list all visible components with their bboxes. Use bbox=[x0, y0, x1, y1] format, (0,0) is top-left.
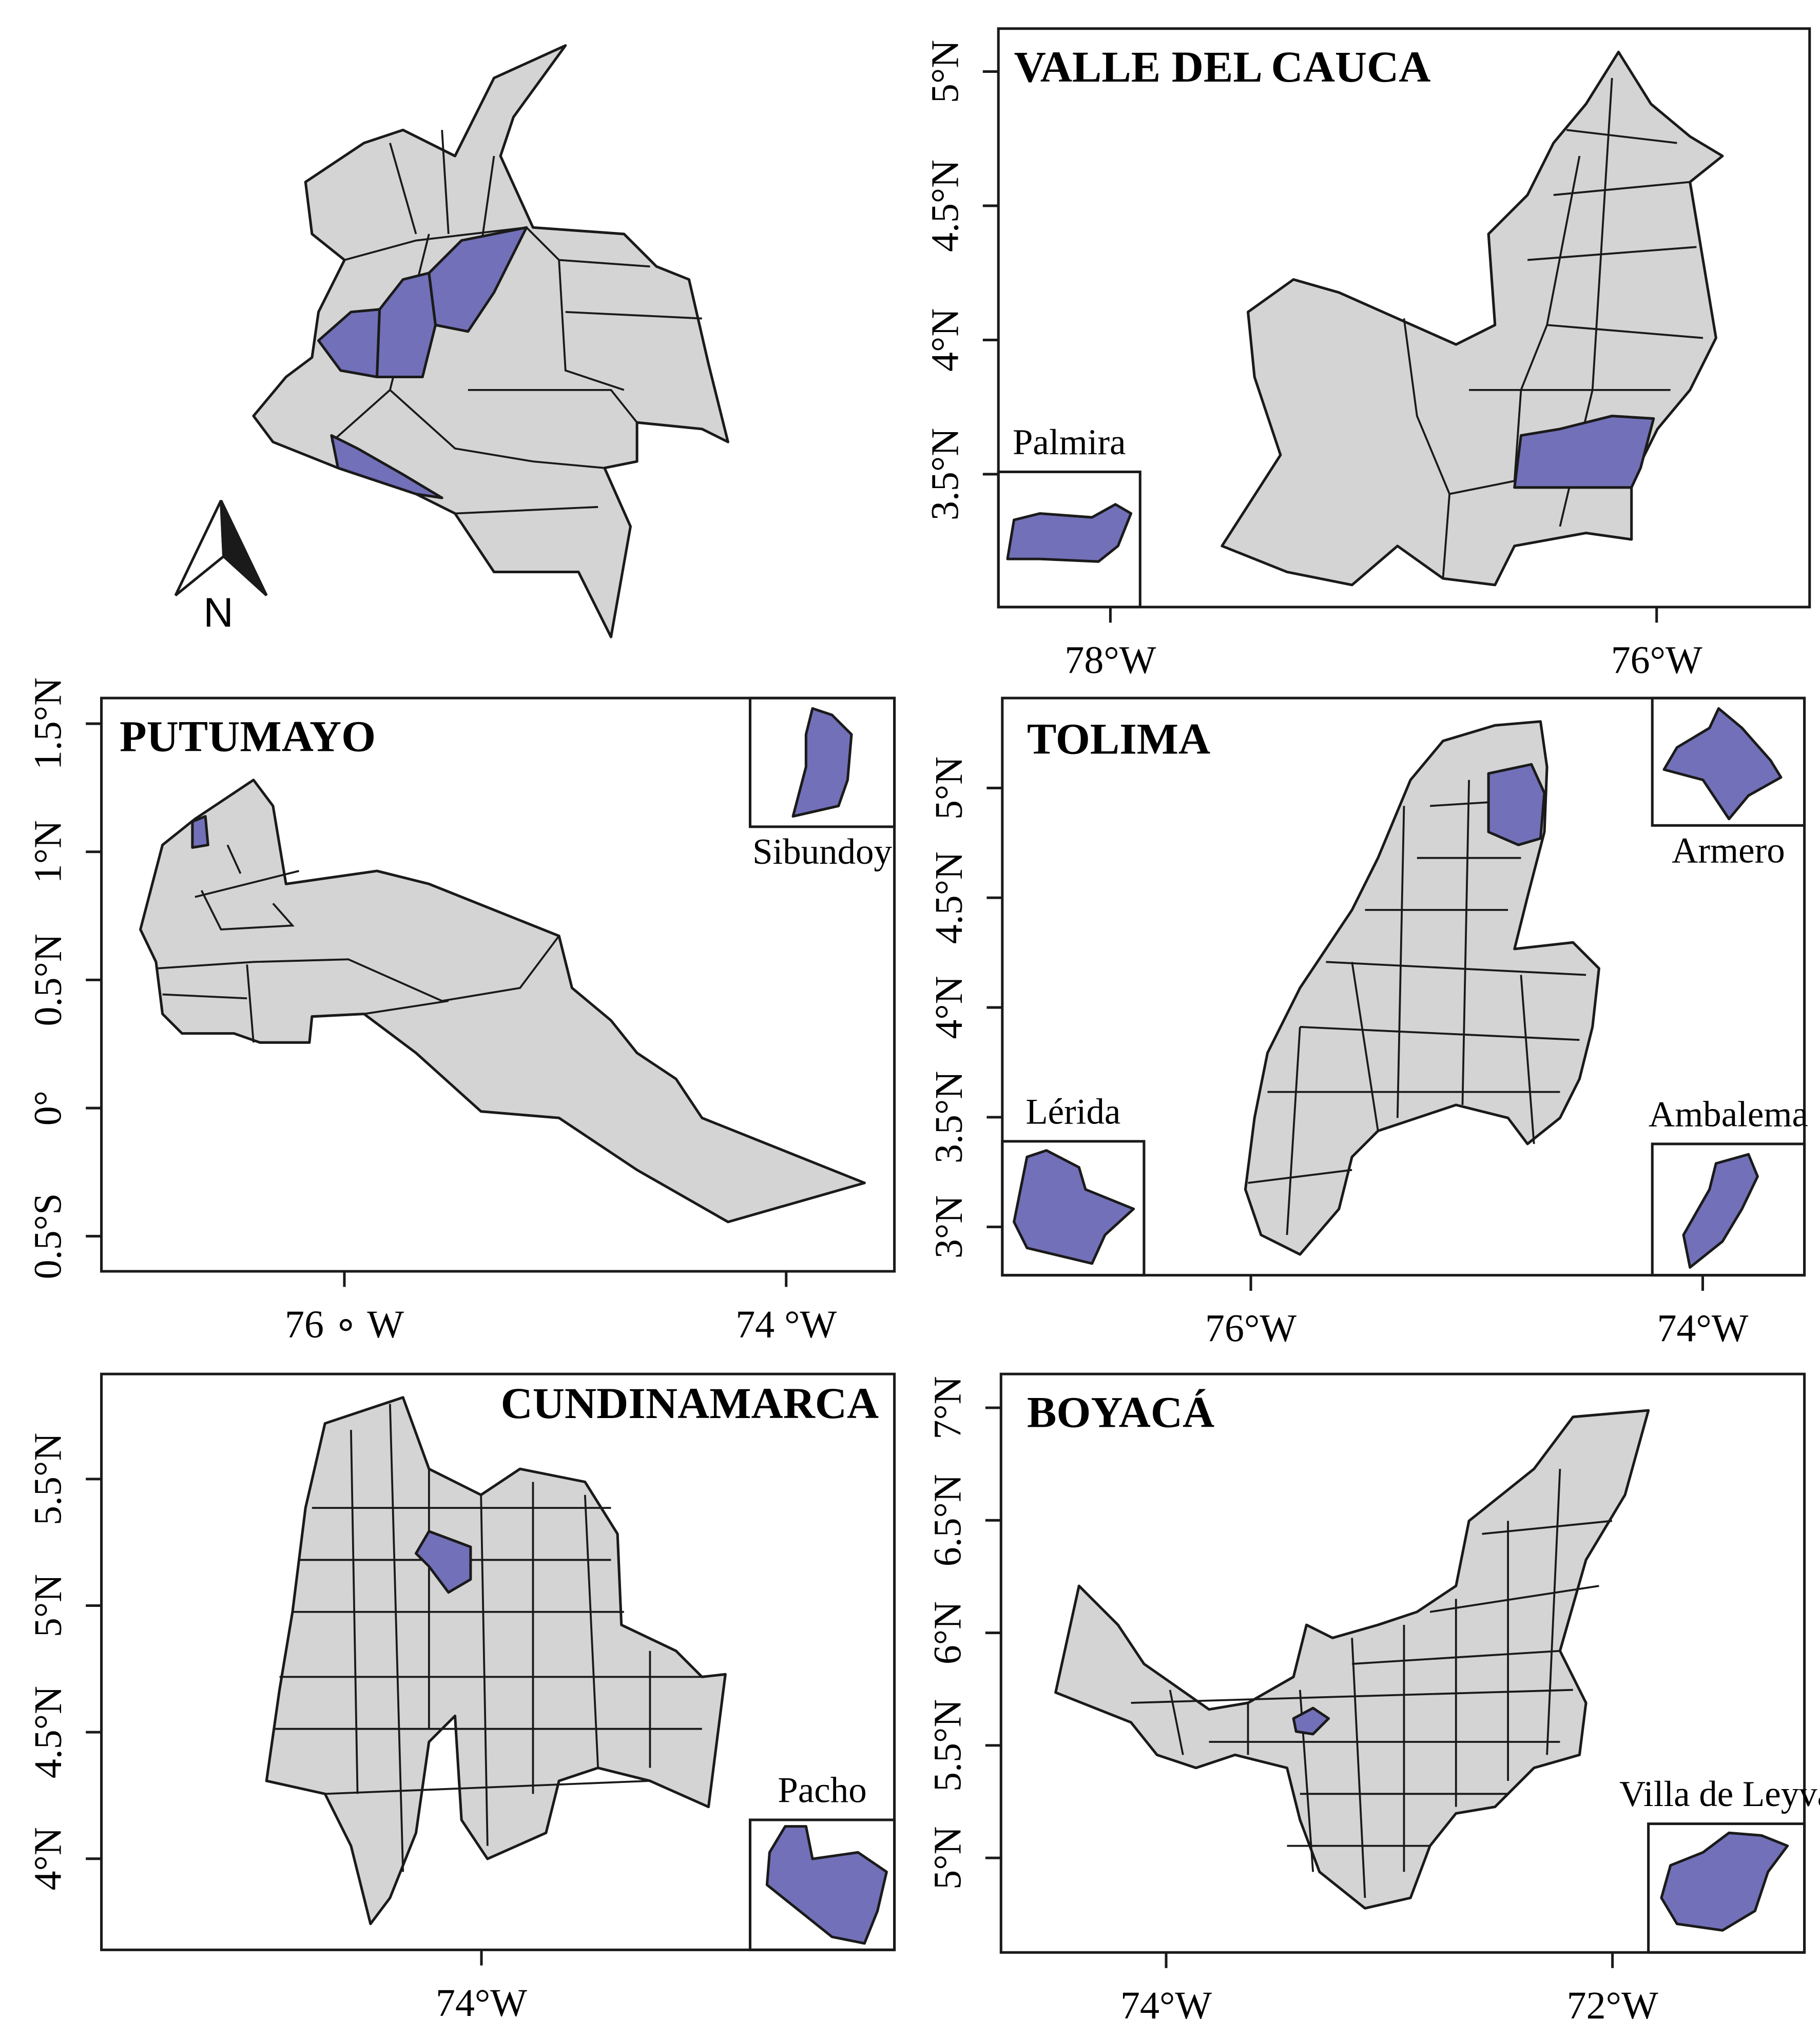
y-tick-label: 5°N bbox=[927, 756, 971, 820]
inset-frame bbox=[1651, 696, 1806, 827]
panel-frame bbox=[997, 27, 1811, 609]
inset-frame bbox=[1651, 1142, 1806, 1277]
x-tick-label: 74°W bbox=[1657, 1307, 1748, 1350]
x-tick-label: 74°W bbox=[1120, 1984, 1212, 2027]
x-tick-label: 72°W bbox=[1567, 1984, 1658, 2027]
putumayo-shape bbox=[139, 707, 866, 1224]
panel-title: PUTUMAYO bbox=[120, 711, 376, 761]
department bbox=[265, 1396, 727, 1926]
valle-shape bbox=[1006, 50, 1724, 587]
y-tick-label: 4.5°N bbox=[27, 1686, 70, 1778]
municipal-borders bbox=[156, 844, 560, 1043]
colombia-map: N bbox=[174, 44, 729, 638]
villa-de-leyva-inset bbox=[1660, 1831, 1789, 1932]
panel-title: BOYACÁ bbox=[1027, 1388, 1214, 1437]
inset-frame bbox=[1001, 1140, 1146, 1277]
tolima-shape bbox=[1013, 707, 1783, 1269]
inset-frame bbox=[748, 1818, 896, 1951]
y-tick-label: 3.5°N bbox=[923, 428, 966, 520]
y-tick-label: 4.5°N bbox=[927, 851, 971, 944]
x-tick-label: 78°W bbox=[1064, 639, 1156, 682]
department bbox=[1054, 1409, 1650, 1910]
north-arrow-right bbox=[220, 500, 268, 596]
y-tick-label: 1.5°N bbox=[27, 677, 70, 770]
inset-label: Pacho bbox=[778, 1771, 866, 1811]
y-tick-label: 5°N bbox=[926, 1827, 969, 1890]
villa-de-leyva bbox=[1292, 1706, 1330, 1736]
pacho-inset bbox=[765, 1825, 888, 1945]
y-tick-label: 0° bbox=[27, 1091, 70, 1125]
inset-label: Palmira bbox=[1013, 422, 1126, 462]
north-arrow-left bbox=[174, 500, 225, 597]
y-tick-label: 3°N bbox=[927, 1195, 971, 1258]
inset-frame bbox=[748, 696, 896, 828]
y-tick-label: 5.5°N bbox=[926, 1699, 969, 1792]
sibundoy-inset bbox=[791, 707, 853, 818]
x-tick-label: 76 ∘ W bbox=[285, 1303, 404, 1346]
department-borders bbox=[331, 130, 702, 515]
inset-frame bbox=[997, 470, 1141, 609]
y-tick-label: 6°N bbox=[926, 1601, 969, 1664]
panel-frame bbox=[100, 696, 896, 1273]
pacho bbox=[414, 1530, 472, 1594]
y-tick-label: 7°N bbox=[926, 1376, 969, 1439]
panel-title: VALLE DEL CAUCA bbox=[1014, 42, 1431, 91]
colombia bbox=[252, 44, 729, 638]
cundinamarca-boyaca bbox=[428, 226, 528, 333]
municipal-borders bbox=[1248, 780, 1586, 1235]
y-tick-label: 5°N bbox=[27, 1574, 70, 1637]
panel-frame bbox=[100, 1372, 896, 1951]
y-tick-label: 5°N bbox=[923, 40, 966, 103]
municipal-borders bbox=[1403, 77, 1703, 579]
inset-frame bbox=[1647, 1822, 1806, 1954]
armero bbox=[1487, 763, 1546, 846]
department bbox=[139, 779, 866, 1224]
y-tick-label: 3.5°N bbox=[927, 1071, 971, 1163]
palmira bbox=[1513, 414, 1655, 489]
boyaca-shape bbox=[1054, 1409, 1789, 1932]
inset-label: Ambalema bbox=[1649, 1095, 1808, 1135]
lerida-inset bbox=[1013, 1149, 1135, 1265]
y-tick-label: 6.5°N bbox=[926, 1474, 969, 1566]
inset-label: Villa de Leyva bbox=[1619, 1774, 1820, 1814]
y-tick-label: 1°N bbox=[27, 820, 70, 883]
x-tick-label: 74°W bbox=[436, 1982, 527, 2025]
panel-title: CUNDINAMARCA bbox=[501, 1379, 879, 1428]
y-tick-label: 5.5°N bbox=[27, 1433, 70, 1525]
inset-label: Sibundoy bbox=[752, 832, 892, 872]
palmira-inset bbox=[1006, 503, 1133, 563]
municipal-borders bbox=[1131, 1469, 1612, 1898]
x-tick-label: 76°W bbox=[1611, 639, 1702, 682]
panel-title: TOLIMA bbox=[1027, 714, 1210, 764]
y-tick-label: 4.5°N bbox=[923, 160, 966, 252]
x-tick-label: 76°W bbox=[1205, 1307, 1296, 1350]
y-tick-label: 4°N bbox=[27, 1827, 70, 1890]
y-tick-label: 4°N bbox=[927, 976, 971, 1039]
x-tick-label: 74 °W bbox=[735, 1303, 837, 1346]
y-tick-label: 0.5°N bbox=[27, 934, 70, 1026]
north-label: N bbox=[203, 590, 234, 636]
panel-frame bbox=[999, 1372, 1806, 1954]
y-tick-label: 0.5°S bbox=[27, 1193, 70, 1279]
ambalema-inset bbox=[1682, 1153, 1759, 1269]
department bbox=[1244, 720, 1600, 1256]
y-tick-label: 4°N bbox=[923, 308, 966, 372]
department bbox=[1221, 50, 1724, 587]
putumayo bbox=[330, 434, 443, 499]
inset-label: Armero bbox=[1672, 830, 1785, 870]
armero-inset bbox=[1662, 707, 1783, 821]
panel-frame bbox=[1001, 696, 1806, 1277]
sibundoy bbox=[191, 815, 209, 849]
cundinamarca-shape bbox=[265, 1396, 888, 1945]
inset-label: Lérida bbox=[1025, 1092, 1120, 1132]
